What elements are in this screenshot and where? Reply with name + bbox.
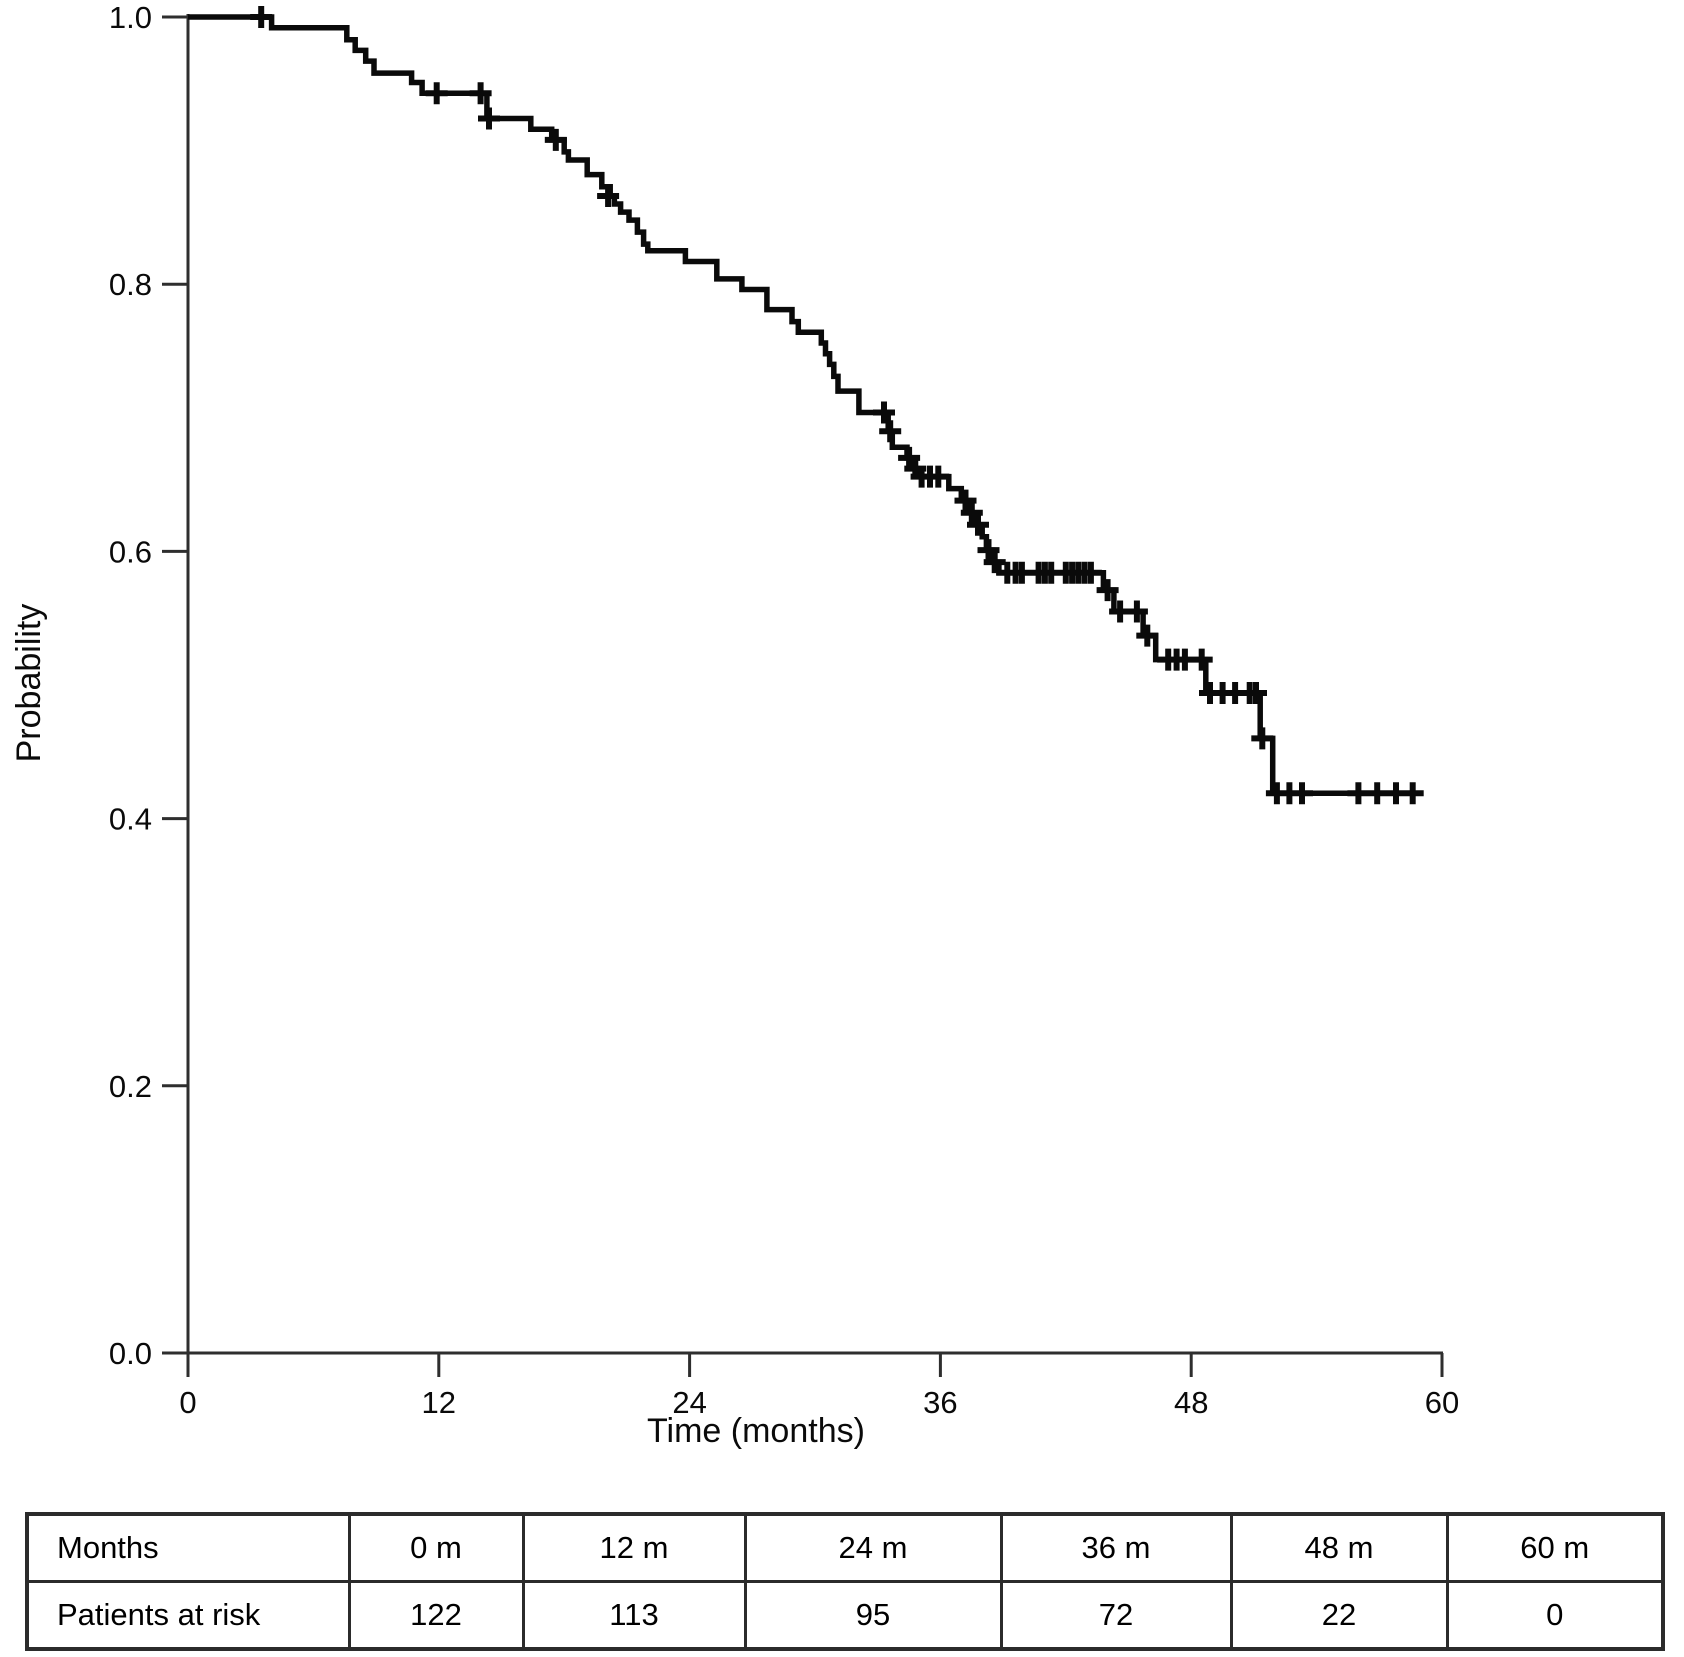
y-tick-label: 1.0 xyxy=(109,0,152,35)
x-tick-label: 36 xyxy=(923,1385,957,1420)
risk-table-header-row: Months 0 m 12 m 24 m 36 m 48 m 60 m xyxy=(25,1512,1665,1583)
risk-value-cell: 72 xyxy=(999,1580,1233,1651)
y-axis-ticks: 0.0 0.2 0.4 0.6 0.8 1.0 xyxy=(109,0,188,1371)
x-axis-title: Time (months) xyxy=(647,1412,865,1450)
patients-at-risk-table: Months 0 m 12 m 24 m 36 m 48 m 60 m Pati… xyxy=(25,1512,1665,1651)
censor-marks xyxy=(250,6,1424,805)
risk-header-cell: 24 m xyxy=(743,1512,1003,1583)
risk-row-label: Patients at risk xyxy=(25,1580,351,1651)
x-tick-label: 12 xyxy=(422,1385,456,1420)
risk-table-value-row: Patients at risk 122 113 95 72 22 0 xyxy=(25,1580,1665,1651)
x-tick-label: 60 xyxy=(1425,1385,1459,1420)
risk-header-cell: 36 m xyxy=(999,1512,1233,1583)
y-tick-label: 0.4 xyxy=(109,802,152,837)
risk-value-cell: 113 xyxy=(521,1580,747,1651)
x-tick-label: 48 xyxy=(1174,1385,1208,1420)
x-axis-ticks: 0 12 24 36 48 60 xyxy=(179,1353,1459,1420)
risk-value-cell: 95 xyxy=(743,1580,1003,1651)
risk-header-cell: 0 m xyxy=(347,1512,525,1583)
x-tick-label: 24 xyxy=(672,1385,706,1420)
x-tick-label: 0 xyxy=(179,1385,196,1420)
survival-curve xyxy=(188,14,1424,796)
y-tick-label: 0.8 xyxy=(109,267,152,302)
y-tick-label: 0.6 xyxy=(109,534,152,569)
y-tick-label: 0.2 xyxy=(109,1069,152,1104)
km-chart: 0.0 0.2 0.4 0.6 0.8 1.0 0 12 24 36 48 60 Probabili… xyxy=(10,0,1459,1450)
axes xyxy=(186,14,1443,1355)
risk-header-cell: 60 m xyxy=(1445,1512,1665,1583)
risk-header-cell: 12 m xyxy=(521,1512,747,1583)
y-axis-title: Probability xyxy=(10,604,48,763)
risk-value-cell: 22 xyxy=(1229,1580,1449,1651)
risk-value-cell: 122 xyxy=(347,1580,525,1651)
risk-row-label: Months xyxy=(25,1512,351,1583)
risk-header-cell: 48 m xyxy=(1229,1512,1449,1583)
y-tick-label: 0.0 xyxy=(109,1336,152,1371)
risk-value-cell: 0 xyxy=(1445,1580,1665,1651)
survival-curve-group xyxy=(188,6,1424,805)
